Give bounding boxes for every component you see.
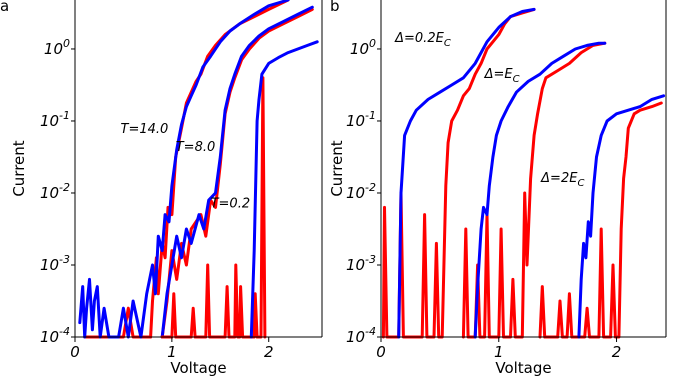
curve-annotation: Δ=EC (484, 67, 520, 85)
series-line-5 (538, 101, 663, 339)
x-tick-label: 0 (70, 343, 80, 361)
y-axis-title: Current (10, 140, 28, 196)
series-line-4 (473, 41, 607, 339)
x-tick-label: 2 (264, 343, 274, 361)
curve-annotation: Δ=2EC (540, 171, 584, 189)
series-line-2 (397, 7, 536, 339)
series-line-4 (160, 5, 314, 339)
x-tick-label: 1 (167, 343, 177, 361)
x-tick-label: 1 (494, 343, 504, 361)
curve-annotation: Δ=0.2EC (394, 31, 451, 49)
curve-annotation: T=14.0 (121, 122, 169, 137)
x-tick-label: 0 (376, 343, 386, 361)
y-tick-label: 10-1 (40, 109, 70, 130)
y-tick-label: 10-4 (346, 325, 376, 346)
y-tick-label: 10-3 (40, 253, 70, 274)
y-tick-label: 100 (350, 37, 376, 58)
y-tick-label: 100 (44, 37, 70, 58)
series-line-3 (461, 41, 607, 339)
y-tick-label: 10-1 (346, 109, 376, 130)
y-tick-label: 10-3 (346, 253, 376, 274)
curve-annotation: T=8.0 (176, 140, 216, 155)
series-line-2 (78, 0, 290, 339)
series-line-1 (381, 7, 536, 339)
series-line-1 (83, 0, 290, 339)
curve-annotation: T=0.2 (211, 196, 251, 211)
y-tick-label: 10-2 (346, 181, 376, 202)
y-tick-label: 10-4 (40, 325, 70, 346)
panel-letter-b: b (330, 0, 340, 15)
series-line-6 (577, 94, 666, 339)
series-line-6 (249, 40, 319, 339)
x-axis-title: Voltage (170, 359, 226, 377)
x-axis-title: Voltage (495, 359, 551, 377)
y-tick-label: 10-2 (40, 181, 70, 202)
y-axis-title: Current (328, 140, 346, 196)
panel-letter-a: a (0, 0, 9, 15)
x-tick-label: 2 (612, 343, 622, 361)
